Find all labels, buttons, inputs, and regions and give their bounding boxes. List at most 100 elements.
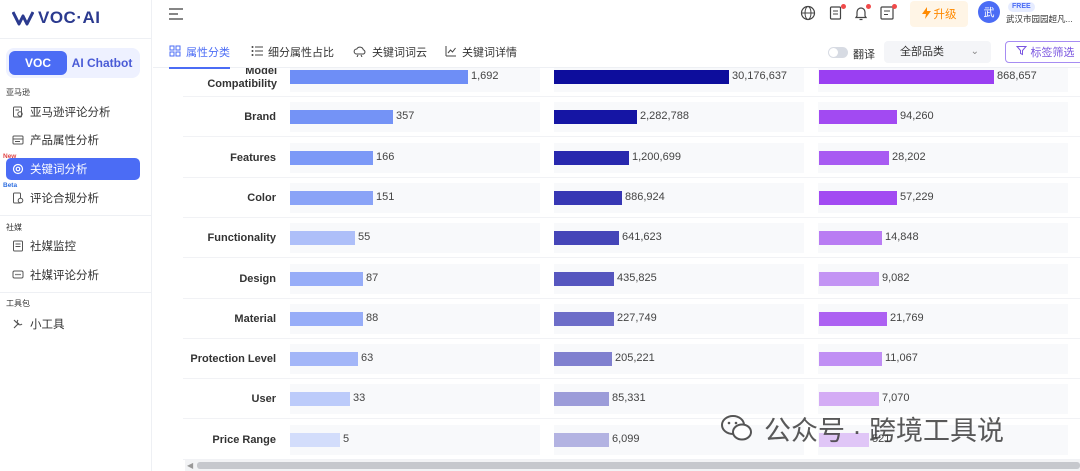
tag-filter-button[interactable]: 标签筛选 bbox=[1005, 41, 1080, 63]
row-label: Functionality bbox=[207, 232, 276, 245]
sidebar-item-social-monitor[interactable]: 社媒监控 bbox=[6, 235, 140, 257]
value-label: 357 bbox=[396, 110, 415, 123]
value-label: 2,282,788 bbox=[640, 110, 689, 123]
notification-dot bbox=[841, 4, 846, 9]
tab-label: 属性分类 bbox=[186, 47, 230, 59]
beta-badge: Beta bbox=[3, 182, 18, 189]
row-label: Protection Level bbox=[190, 353, 276, 366]
value-label: 21,769 bbox=[890, 311, 924, 324]
message-icon[interactable] bbox=[879, 4, 897, 21]
sidebar-item-label: 小工具 bbox=[30, 319, 65, 331]
value-bar bbox=[819, 231, 882, 246]
tab-keyword-detail[interactable]: 关键词详情 bbox=[445, 36, 517, 68]
value-label: 166 bbox=[376, 150, 395, 163]
value-label: 151 bbox=[376, 190, 395, 203]
value-bar bbox=[819, 271, 879, 286]
table-row: Color 151 886,924 57,229 bbox=[183, 178, 1080, 218]
user-name[interactable]: 武汉市园园超凡... bbox=[1006, 14, 1073, 24]
value-bar bbox=[554, 70, 729, 84]
sidebar-item-label: 评论合规分析 bbox=[30, 193, 99, 205]
scrollbar-thumb[interactable] bbox=[197, 462, 1080, 469]
value-label: 11,067 bbox=[885, 352, 918, 365]
value-label: 14,848 bbox=[885, 231, 919, 244]
group-label-amazon: 亚马逊 bbox=[6, 88, 30, 97]
voc-mode-button[interactable]: VOC bbox=[9, 51, 67, 75]
sidebar-item-label: 关键词分析 bbox=[30, 164, 88, 176]
notes-icon[interactable] bbox=[828, 4, 846, 21]
translate-toggle[interactable] bbox=[828, 47, 848, 58]
value-bar bbox=[290, 271, 363, 286]
value-label: 94,260 bbox=[900, 110, 934, 123]
value-bar bbox=[819, 352, 882, 367]
row-label: User bbox=[251, 393, 276, 406]
tab-attribute-share[interactable]: 细分属性占比 bbox=[251, 36, 334, 68]
sidebar-item-keyword-analysis[interactable]: 关键词分析 bbox=[6, 158, 140, 180]
upgrade-label: 升级 bbox=[933, 9, 957, 21]
value-label: 886,924 bbox=[625, 190, 665, 203]
value-bar bbox=[819, 311, 887, 326]
keyword-target-icon bbox=[12, 163, 24, 175]
value-bar bbox=[819, 150, 889, 165]
ai-chatbot-mode-button[interactable]: AI Chatbot bbox=[71, 56, 133, 70]
value-label: 33 bbox=[353, 392, 366, 405]
value-label: 227,749 bbox=[617, 311, 657, 324]
value-label: 205,221 bbox=[615, 352, 655, 365]
sidebar-item-compliance[interactable]: 评论合规分析 bbox=[6, 187, 140, 209]
sidebar-item-tools[interactable]: 小工具 bbox=[6, 313, 140, 335]
value-label: 435,825 bbox=[617, 271, 657, 284]
value-bar bbox=[290, 352, 358, 367]
value-bar bbox=[554, 150, 629, 165]
bar-chart-icon bbox=[445, 45, 457, 60]
row-label: Material bbox=[234, 312, 276, 325]
category-select[interactable]: 全部品类 ⌄ bbox=[884, 41, 991, 63]
value-label: 55 bbox=[358, 231, 371, 244]
list-icon bbox=[251, 45, 263, 60]
globe-icon[interactable] bbox=[800, 5, 816, 21]
table-row: Protection Level 63 205,221 11,067 bbox=[183, 339, 1080, 380]
value-label: 1,200,699 bbox=[632, 150, 681, 163]
tools-icon bbox=[12, 318, 24, 330]
table-row: Brand 357 2,282,788 94,260 bbox=[183, 97, 1080, 138]
value-label: 5 bbox=[343, 432, 350, 445]
menu-collapse-icon[interactable] bbox=[169, 7, 183, 20]
value-label: 868,657 bbox=[997, 70, 1037, 82]
logo[interactable]: VOC·AI bbox=[11, 6, 101, 30]
value-bar bbox=[290, 231, 355, 246]
sidebar-item-label: 社媒评论分析 bbox=[30, 270, 99, 282]
value-bar bbox=[554, 311, 614, 326]
value-label: 28,202 bbox=[892, 150, 926, 163]
bell-icon[interactable] bbox=[853, 4, 871, 21]
tab-label: 关键词词云 bbox=[372, 47, 427, 59]
value-bar bbox=[290, 110, 393, 125]
category-select-value: 全部品类 bbox=[900, 46, 944, 58]
row-label: Color bbox=[247, 191, 276, 204]
tab-keyword-cloud[interactable]: 关键词词云 bbox=[353, 36, 427, 68]
social-comment-icon bbox=[12, 269, 24, 281]
scroll-left-icon[interactable]: ◀ bbox=[187, 461, 194, 470]
divider bbox=[0, 38, 152, 39]
value-bar bbox=[290, 392, 350, 407]
tab-label: 细分属性占比 bbox=[268, 47, 334, 59]
tab-attribute-category[interactable]: 属性分类 bbox=[169, 36, 230, 69]
compliance-icon bbox=[12, 192, 24, 204]
sidebar-item-label: 亚马逊评论分析 bbox=[30, 107, 111, 119]
sidebar-item-label: 产品属性分析 bbox=[30, 135, 99, 147]
plan-badge: FREE bbox=[1008, 2, 1035, 12]
value-bar bbox=[290, 150, 373, 165]
upgrade-button[interactable]: 升级 bbox=[910, 1, 968, 27]
sidebar-item-social-comment[interactable]: 社媒评论分析 bbox=[6, 264, 140, 286]
horizontal-scrollbar[interactable]: ◀ bbox=[185, 460, 1080, 471]
sidebar-item-amazon-review[interactable]: 亚马逊评论分析 bbox=[6, 101, 140, 123]
new-badge: New bbox=[3, 153, 17, 160]
row-label: Model Compatibility bbox=[207, 68, 277, 90]
avatar[interactable]: 武 bbox=[978, 1, 1000, 23]
value-label: 641,623 bbox=[622, 231, 662, 244]
monitor-icon bbox=[12, 240, 24, 252]
row-label: Features bbox=[230, 151, 276, 164]
row-label: Design bbox=[239, 272, 276, 285]
review-analysis-icon bbox=[12, 106, 24, 118]
divider bbox=[0, 215, 152, 216]
notification-dot bbox=[892, 4, 897, 9]
value-bar bbox=[290, 70, 468, 84]
sidebar-item-product-attribute[interactable]: 产品属性分析 bbox=[6, 129, 140, 151]
